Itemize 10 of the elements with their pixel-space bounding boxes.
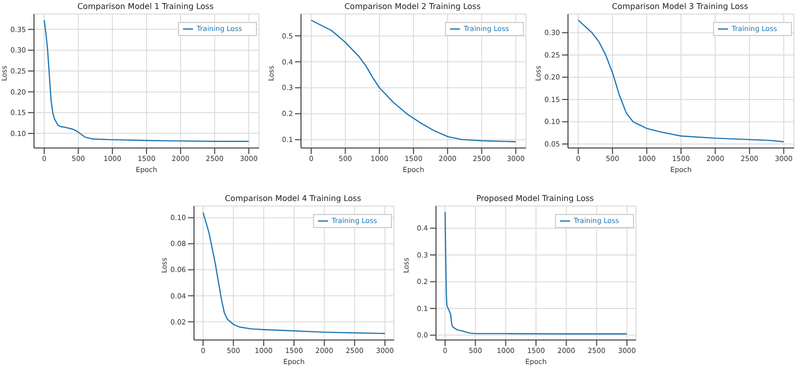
chart-title: Comparison Model 3 Training Loss bbox=[610, 2, 750, 11]
line-series bbox=[444, 212, 628, 334]
chart-title: Comparison Model 4 Training Loss bbox=[224, 194, 362, 203]
chart-title: Comparison Model 2 Training Loss bbox=[343, 2, 482, 11]
line-series bbox=[578, 20, 784, 142]
line-series bbox=[44, 20, 250, 142]
line-series bbox=[202, 212, 386, 334]
line-series bbox=[310, 20, 516, 142]
chart-title: Comparison Model 1 Training Loss bbox=[76, 2, 215, 11]
chart-title: Proposed Model Training Loss bbox=[475, 194, 595, 203]
